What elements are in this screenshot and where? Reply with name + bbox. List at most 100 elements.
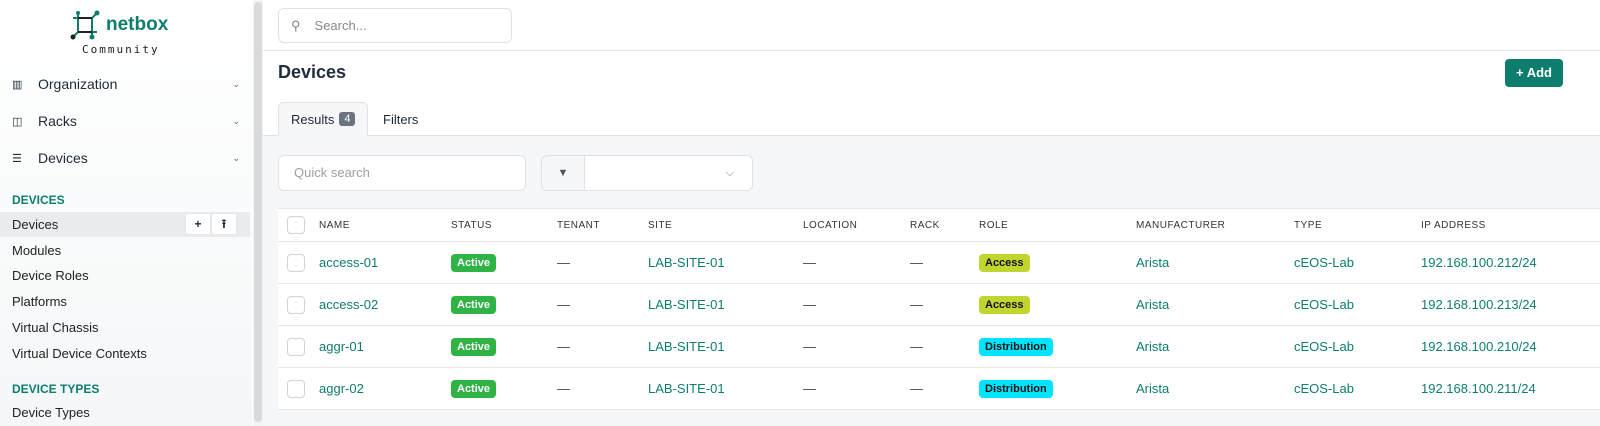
row-checkbox[interactable] xyxy=(287,379,305,398)
tab-label: Results xyxy=(291,111,335,127)
menu-devices[interactable]: ☰ Devices ⌄ xyxy=(12,150,240,166)
tenant-cell: — xyxy=(557,297,570,312)
server-icon: ☰ xyxy=(12,152,22,165)
status-badge: Active xyxy=(451,379,497,398)
sidebar-item-vdc[interactable]: Virtual Device Contexts xyxy=(12,346,147,361)
netbox-logo-icon xyxy=(70,10,100,40)
chevron-down-icon: ⌄ xyxy=(232,115,240,126)
table-cell: 192.168.100.212/24 xyxy=(1421,242,1537,283)
table-cell: Active xyxy=(451,368,497,409)
manufacturer-cell[interactable]: Arista xyxy=(1136,339,1170,354)
table-cell: — xyxy=(910,368,923,409)
table-cell: LAB-SITE-01 xyxy=(648,242,725,283)
rack-cell: — xyxy=(910,255,923,270)
table-cell: aggr-01 xyxy=(319,326,364,367)
column-header-type[interactable]: TYPE xyxy=(1294,219,1323,231)
table-cell: Active xyxy=(451,284,497,325)
location-cell: — xyxy=(803,297,816,312)
section-device-types: DEVICE TYPES xyxy=(12,382,100,396)
sidebar-item-devices[interactable]: Devices xyxy=(12,217,59,232)
main: ⚲ Search... Devices + Add Results 4 Filter… xyxy=(263,0,1600,426)
column-header-name[interactable]: NAME xyxy=(319,219,350,231)
site-cell[interactable]: LAB-SITE-01 xyxy=(648,255,725,270)
row-checkbox[interactable] xyxy=(287,295,305,314)
sidebar-item-modules[interactable]: Modules xyxy=(12,243,62,258)
table-cell: LAB-SITE-01 xyxy=(648,326,725,367)
column-header-ip[interactable]: IP ADDRESS xyxy=(1421,219,1486,231)
type-cell[interactable]: cEOS-Lab xyxy=(1294,381,1354,396)
site-cell[interactable]: LAB-SITE-01 xyxy=(648,381,725,396)
row-checkbox[interactable] xyxy=(287,253,305,272)
location-cell: — xyxy=(803,381,816,396)
column-header-rack[interactable]: RACK xyxy=(910,219,940,231)
brand-name: netbox xyxy=(106,14,169,35)
ip-cell[interactable]: 192.168.100.211/24 xyxy=(1421,381,1536,396)
table-cell: access-02 xyxy=(319,284,378,325)
column-header-status[interactable]: STATUS xyxy=(451,219,492,231)
tenant-cell: — xyxy=(557,381,570,396)
ip-cell[interactable]: 192.168.100.210/24 xyxy=(1421,339,1537,354)
row-checkbox[interactable] xyxy=(287,337,305,356)
sidebar-item-device-types[interactable]: Device Types xyxy=(12,405,90,420)
menu-racks[interactable]: ◫ Racks ⌄ xyxy=(12,113,240,129)
sidebar-item-virtual-chassis[interactable]: Virtual Chassis xyxy=(12,320,99,335)
rack-cell: — xyxy=(910,297,923,312)
manufacturer-cell[interactable]: Arista xyxy=(1136,297,1170,312)
add-label: Add xyxy=(1526,65,1552,80)
name-cell[interactable]: access-02 xyxy=(319,297,379,312)
saved-filter-select[interactable]: ⌵ xyxy=(584,155,753,191)
type-cell[interactable]: cEOS-Lab xyxy=(1294,339,1354,354)
page-title: Devices xyxy=(278,62,347,82)
table-cell: — xyxy=(557,326,570,367)
import-device-button[interactable]: ⭱ xyxy=(211,213,237,235)
manufacturer-cell[interactable]: Arista xyxy=(1136,255,1170,270)
filter-button[interactable]: ▼ xyxy=(541,155,585,191)
menu-organization[interactable]: ▥ Organization ⌄ xyxy=(12,76,240,92)
rack-cell: — xyxy=(910,381,923,396)
tenant-cell: — xyxy=(557,339,570,354)
quick-search-input[interactable]: Quick search xyxy=(278,155,526,191)
table-cell: — xyxy=(803,368,816,409)
sidebar-scrollbar[interactable] xyxy=(253,0,263,426)
site-cell[interactable]: LAB-SITE-01 xyxy=(648,297,725,312)
table-cell: Active xyxy=(451,242,497,283)
column-header-tenant[interactable]: TENANT xyxy=(557,219,600,231)
column-header-manufacturer[interactable]: MANUFACTURER xyxy=(1136,219,1226,231)
table-row: aggr-02 Active — LAB-SITE-01 — — Distribution A… xyxy=(278,368,1600,410)
table-cell: — xyxy=(910,284,923,325)
site-cell[interactable]: LAB-SITE-01 xyxy=(648,339,725,354)
manufacturer-cell[interactable]: Arista xyxy=(1136,381,1170,396)
ip-cell[interactable]: 192.168.100.213/24 xyxy=(1421,297,1537,312)
name-cell[interactable]: aggr-02 xyxy=(319,381,364,396)
table-cell: — xyxy=(910,242,923,283)
column-header-location[interactable]: LOCATION xyxy=(803,219,858,231)
tab-results[interactable]: Results 4 xyxy=(278,102,369,136)
name-cell[interactable]: aggr-01 xyxy=(319,339,364,354)
name-cell[interactable]: access-01 xyxy=(319,255,379,270)
sidebar-item-device-roles[interactable]: Device Roles xyxy=(12,268,89,283)
table-cell: — xyxy=(557,284,570,325)
logo[interactable]: netbox xyxy=(70,10,168,40)
select-all-checkbox[interactable] xyxy=(287,216,305,234)
column-header-site[interactable]: SITE xyxy=(648,219,673,231)
menu-label: Organization xyxy=(38,76,118,92)
tab-filters[interactable]: Filters xyxy=(383,111,419,127)
column-header-role[interactable]: ROLE xyxy=(979,219,1009,231)
table-cell: access-01 xyxy=(319,242,378,283)
global-search-input[interactable]: ⚲ Search... xyxy=(278,8,512,43)
type-cell[interactable]: cEOS-Lab xyxy=(1294,255,1354,270)
type-cell[interactable]: cEOS-Lab xyxy=(1294,297,1354,312)
search-placeholder: Search... xyxy=(314,18,367,33)
ip-cell[interactable]: 192.168.100.212/24 xyxy=(1421,255,1537,270)
add-button[interactable]: + Add xyxy=(1505,59,1563,87)
role-badge: Access xyxy=(979,253,1030,272)
table-cell: Distribution xyxy=(979,326,1053,367)
menu-label: Devices xyxy=(38,150,88,166)
table-header-row: NAME STATUS TENANT SITE LOCATION RACK ROLE MANU… xyxy=(278,209,1600,242)
brand-edition: Community xyxy=(82,43,160,56)
table-cell: — xyxy=(910,326,923,367)
add-device-button[interactable]: + xyxy=(185,213,211,235)
sidebar-item-platforms[interactable]: Platforms xyxy=(12,294,67,309)
table-cell: cEOS-Lab xyxy=(1294,326,1354,367)
table-cell: 192.168.100.210/24 xyxy=(1421,326,1537,367)
